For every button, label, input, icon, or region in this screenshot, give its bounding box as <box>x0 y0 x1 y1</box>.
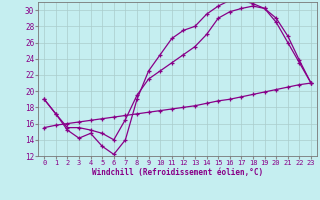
X-axis label: Windchill (Refroidissement éolien,°C): Windchill (Refroidissement éolien,°C) <box>92 168 263 177</box>
